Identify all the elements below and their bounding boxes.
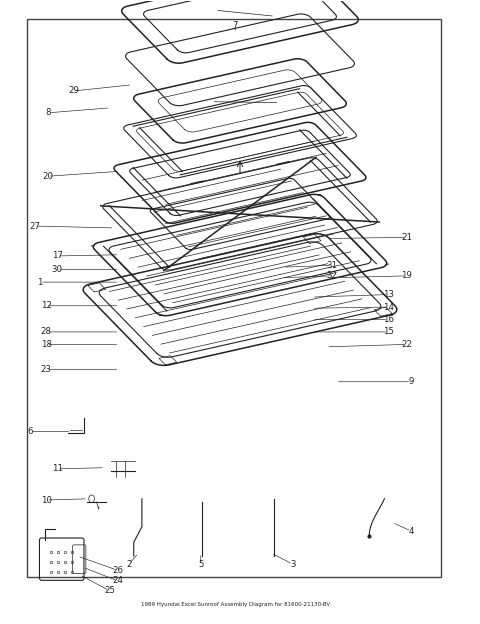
Text: 8: 8 <box>46 109 51 117</box>
Text: 19: 19 <box>401 271 412 280</box>
Bar <box>27 19 441 577</box>
Text: 3: 3 <box>290 560 295 568</box>
Text: 32: 32 <box>326 271 337 280</box>
Text: 10: 10 <box>41 495 52 505</box>
Text: 18: 18 <box>41 340 52 349</box>
Text: 5: 5 <box>198 560 204 568</box>
Text: 1989 Hyundai Excel Sunroof Assembly Diagram for 81600-21130-BV: 1989 Hyundai Excel Sunroof Assembly Diag… <box>141 602 330 607</box>
Text: 27: 27 <box>30 222 41 231</box>
Text: 12: 12 <box>41 301 52 310</box>
Text: 6: 6 <box>28 427 33 436</box>
Text: 31: 31 <box>326 261 337 270</box>
Text: 13: 13 <box>383 290 394 299</box>
Text: 15: 15 <box>383 328 394 336</box>
Text: 4: 4 <box>408 527 414 535</box>
Text: 28: 28 <box>41 328 52 336</box>
Text: 26: 26 <box>112 566 123 575</box>
Text: 22: 22 <box>401 340 412 349</box>
Text: 1: 1 <box>37 278 43 286</box>
Text: 25: 25 <box>104 587 115 595</box>
Text: 16: 16 <box>383 315 394 324</box>
Text: 23: 23 <box>41 365 52 374</box>
Text: 30: 30 <box>52 265 63 274</box>
Text: 24: 24 <box>112 577 123 585</box>
Text: 14: 14 <box>383 303 394 311</box>
Text: 11: 11 <box>52 464 63 474</box>
Text: 20: 20 <box>42 172 53 181</box>
Text: 9: 9 <box>408 378 414 386</box>
Text: 2: 2 <box>126 560 132 568</box>
Text: 21: 21 <box>401 233 412 241</box>
Text: 7: 7 <box>232 21 238 30</box>
Text: 29: 29 <box>68 87 79 95</box>
Text: 17: 17 <box>52 251 63 260</box>
